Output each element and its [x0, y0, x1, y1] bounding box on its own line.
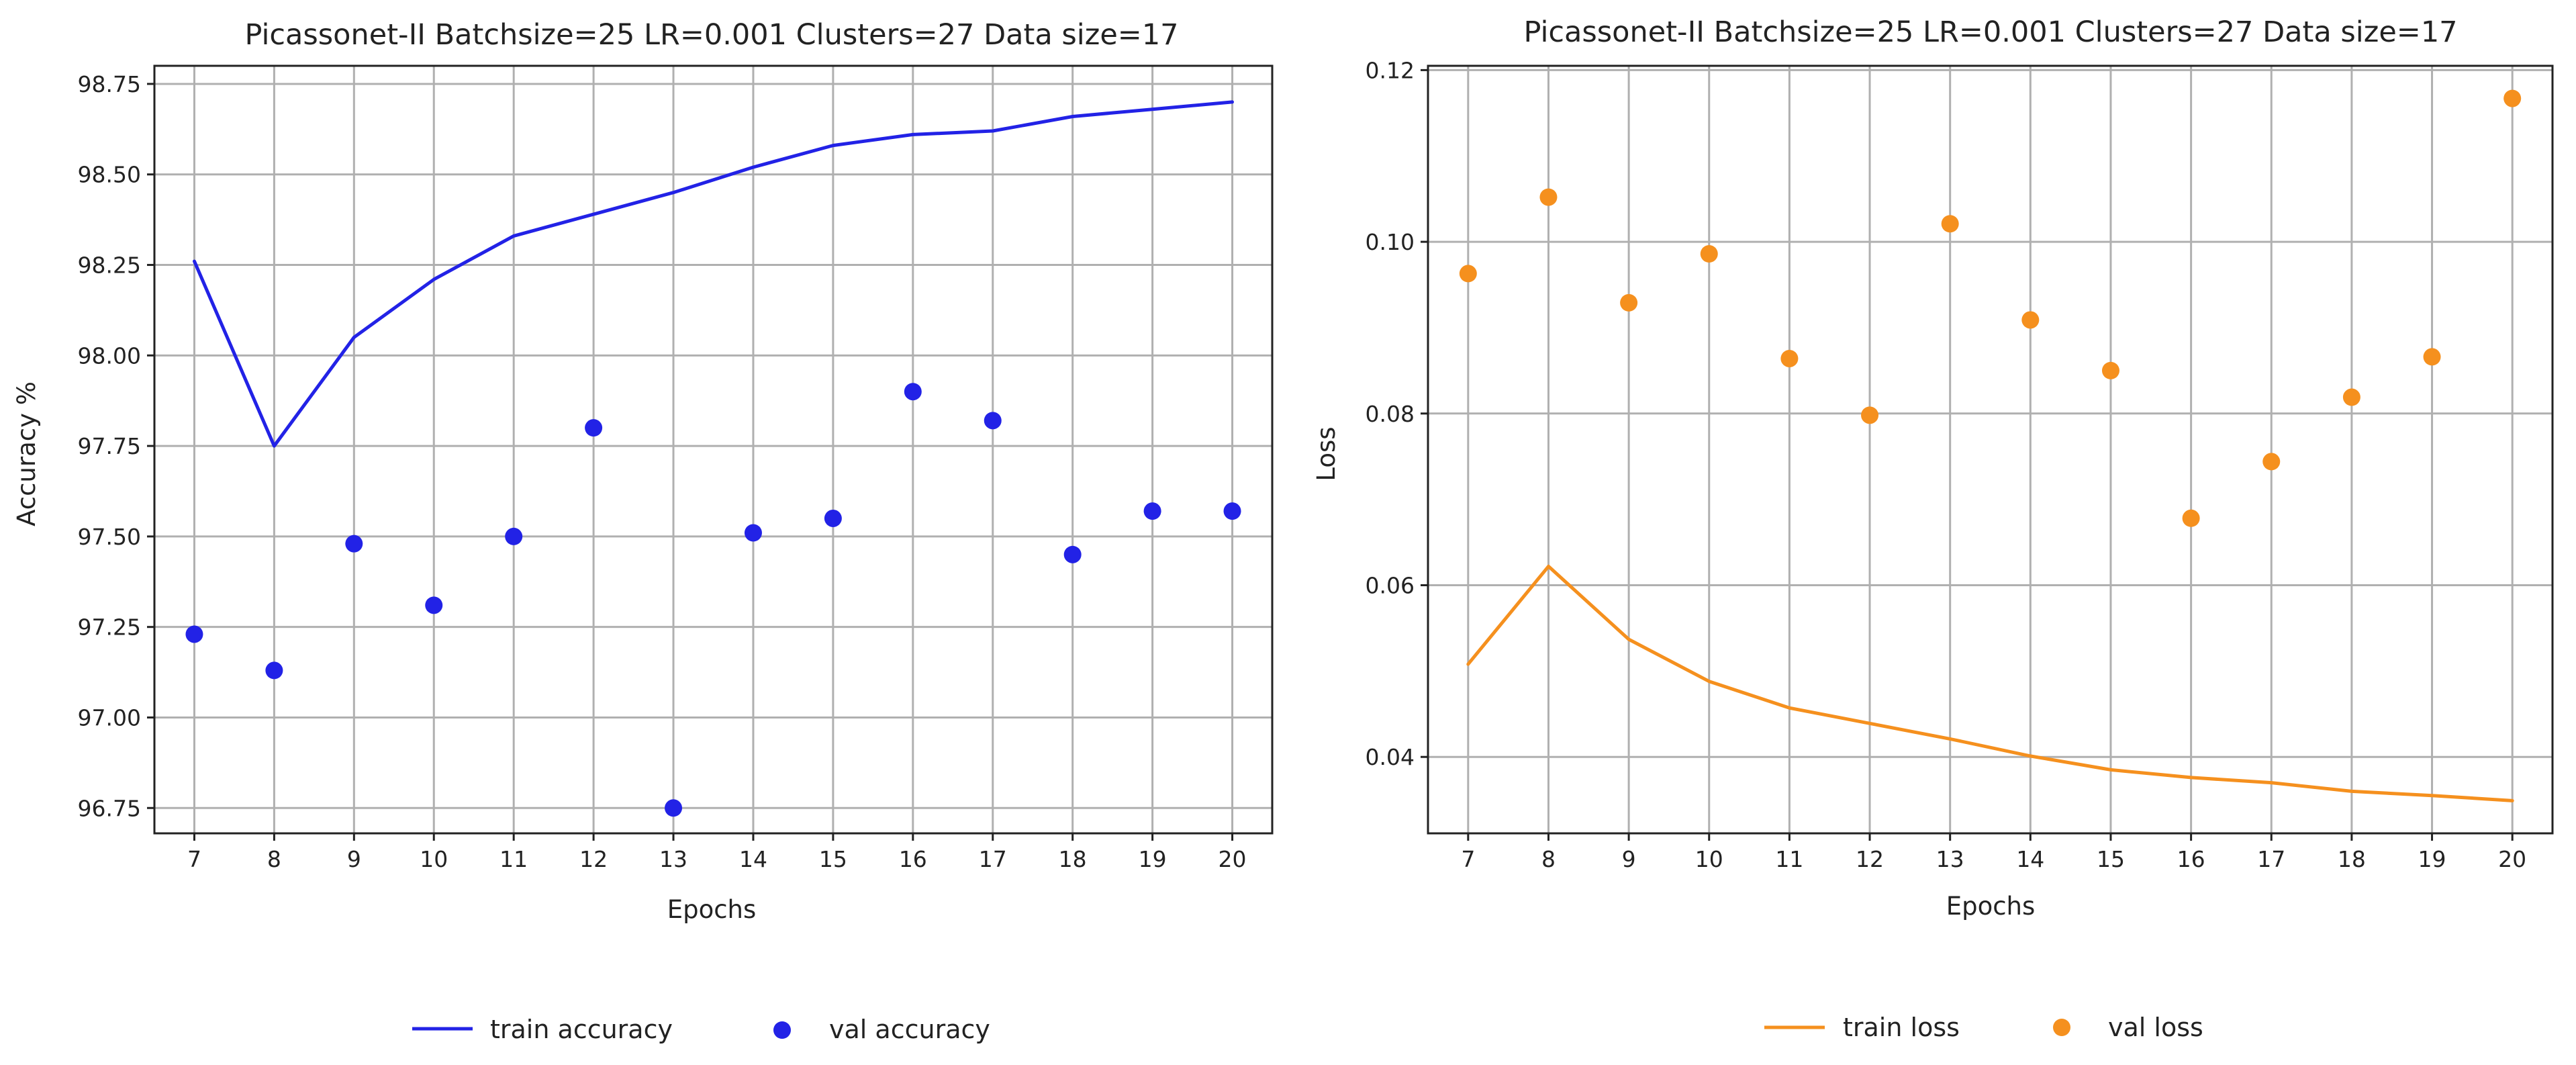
val-loss-point [2503, 89, 2522, 107]
accuracy-chart-x-tick-label: 19 [1139, 846, 1167, 872]
val-loss-point [2021, 311, 2040, 329]
accuracy-chart-x-tick-label: 8 [267, 846, 281, 872]
val-accuracy-point [1063, 545, 1082, 563]
loss-chart-y-tick-label: 0.12 [1366, 57, 1415, 83]
loss-chart-x-tick-label: 20 [2498, 846, 2526, 872]
val-loss-point [1539, 188, 1558, 206]
val-accuracy-point [265, 661, 283, 680]
val-loss-point [2423, 348, 2441, 366]
val-accuracy-point [984, 412, 1002, 430]
loss-chart-x-tick-label: 9 [1622, 846, 1636, 872]
accuracy-chart-y-tick-label: 97.75 [78, 433, 141, 459]
accuracy-chart-x-tick-label: 14 [739, 846, 767, 872]
val-loss-point [1861, 406, 1879, 424]
val-accuracy-point [505, 527, 523, 545]
plot-layer: 7 8 9 10 11 12 13 14 15 16 17 18 19 20 96.75 97.00 97.25… [78, 57, 2554, 872]
val-loss-point [2342, 388, 2360, 406]
loss-chart-x-tick-label: 7 [1461, 846, 1475, 872]
loss-chart-x-tick-label: 18 [2338, 846, 2366, 872]
val-accuracy-point [904, 383, 922, 401]
loss-chart-x-tick-label: 10 [1695, 846, 1723, 872]
loss-chart-x-tick-label: 13 [1936, 846, 1964, 872]
loss-chart-title: Picassonet-II Batchsize=25 LR=0.001 Clus… [1523, 15, 2457, 49]
val-loss-point [1620, 293, 1638, 312]
loss-chart-x-tick-label: 14 [2016, 846, 2044, 872]
accuracy-chart-x-tick-label: 16 [899, 846, 927, 872]
accuracy-chart-x-tick-label: 18 [1059, 846, 1087, 872]
val-loss-point [2262, 453, 2281, 471]
accuracy-chart-x-tick-label: 11 [499, 846, 528, 872]
loss-chart-legend: train loss val loss [1764, 1013, 2203, 1042]
loss-chart-x-tick-label: 19 [2418, 846, 2446, 872]
accuracy-chart-y-tick-label: 98.25 [78, 252, 141, 279]
accuracy-chart-x-tick-label: 15 [819, 846, 847, 872]
accuracy-chart-y-tick-label: 97.00 [78, 704, 141, 731]
train-accuracy-line [193, 100, 1234, 448]
val-loss-point [2182, 509, 2200, 527]
loss-chart-plot: 7 8 9 10 11 12 13 14 15 16 17 18 19 20 0.04 0.06 0.08 0.1… [1366, 57, 2554, 872]
loss-chart-x-tick-label: 17 [2257, 846, 2285, 872]
loss-chart-y-tick-label: 0.08 [1366, 401, 1415, 427]
accuracy-chart-y-tick-label: 98.50 [78, 162, 141, 188]
loss-chart-frame [1427, 64, 2554, 835]
val-accuracy-point [665, 799, 683, 817]
accuracy-chart-x-tick-label: 9 [347, 846, 361, 872]
legend-val-loss-label: val loss [2108, 1013, 2203, 1042]
accuracy-chart-y-tick-label: 96.75 [78, 795, 141, 821]
loss-chart-x-tick-label: 12 [1856, 846, 1884, 872]
legend-val-accuracy-label: val accuracy [829, 1015, 990, 1044]
accuracy-chart-y-tick-label: 97.25 [78, 614, 141, 641]
val-loss-point [1700, 244, 1718, 263]
val-loss-point [1941, 215, 1959, 233]
accuracy-chart-ylabel: Accuracy % [12, 381, 41, 526]
accuracy-chart-title: Picassonet-II Batchsize=25 LR=0.001 Clus… [244, 18, 1178, 52]
accuracy-chart-y-tick-label: 97.50 [78, 524, 141, 550]
accuracy-chart-plot: 7 8 9 10 11 12 13 14 15 16 17 18 19 20 96.75 97.00 97.25… [78, 64, 1274, 872]
val-loss-point [1459, 265, 1477, 283]
loss-chart-x-tick-label: 16 [2177, 846, 2205, 872]
accuracy-chart-x-tick-label: 10 [420, 846, 448, 872]
val-accuracy-point [824, 509, 842, 527]
val-accuracy-point [585, 419, 603, 437]
accuracy-chart-legend: train accuracy val accuracy [412, 1015, 990, 1044]
loss-chart-x-tick-label: 8 [1541, 846, 1556, 872]
loss-chart-x-tick-label: 15 [2097, 846, 2125, 872]
val-accuracy-point [345, 535, 363, 553]
accuracy-chart-x-tick-label: 17 [979, 846, 1007, 872]
accuracy-chart-y-tick-label: 98.75 [78, 71, 141, 97]
loss-chart-ylabel: Loss [1312, 426, 1341, 481]
accuracy-chart-x-tick-label: 13 [659, 846, 687, 872]
legend-val-loss-swatch [2053, 1019, 2070, 1036]
val-accuracy-point [1143, 502, 1161, 520]
legend-val-accuracy-swatch [773, 1021, 791, 1039]
legend-train-accuracy-label: train accuracy [490, 1015, 673, 1044]
loss-chart-y-tick-label: 0.10 [1366, 229, 1415, 255]
val-accuracy-point [185, 625, 203, 643]
val-accuracy-point [1223, 502, 1241, 520]
loss-chart-y-tick-label: 0.04 [1366, 744, 1415, 770]
loss-chart-xlabel: Epochs [1946, 892, 2036, 921]
accuracy-chart-x-tick-label: 7 [187, 846, 201, 872]
accuracy-chart-frame [153, 64, 1274, 835]
val-loss-point [2101, 361, 2119, 379]
val-accuracy-point [425, 596, 443, 614]
train-loss-line [1466, 564, 2514, 802]
val-accuracy-point [744, 524, 762, 542]
loss-chart-x-tick-label: 11 [1775, 846, 1803, 872]
val-loss-point [1780, 349, 1799, 367]
loss-chart-y-tick-label: 0.06 [1366, 573, 1415, 599]
accuracy-chart-x-tick-label: 20 [1219, 846, 1247, 872]
legend-train-loss-label: train loss [1843, 1013, 1960, 1042]
accuracy-chart-y-tick-label: 98.00 [78, 342, 141, 369]
accuracy-chart-x-tick-label: 12 [579, 846, 608, 872]
accuracy-chart-xlabel: Epochs [667, 895, 757, 924]
